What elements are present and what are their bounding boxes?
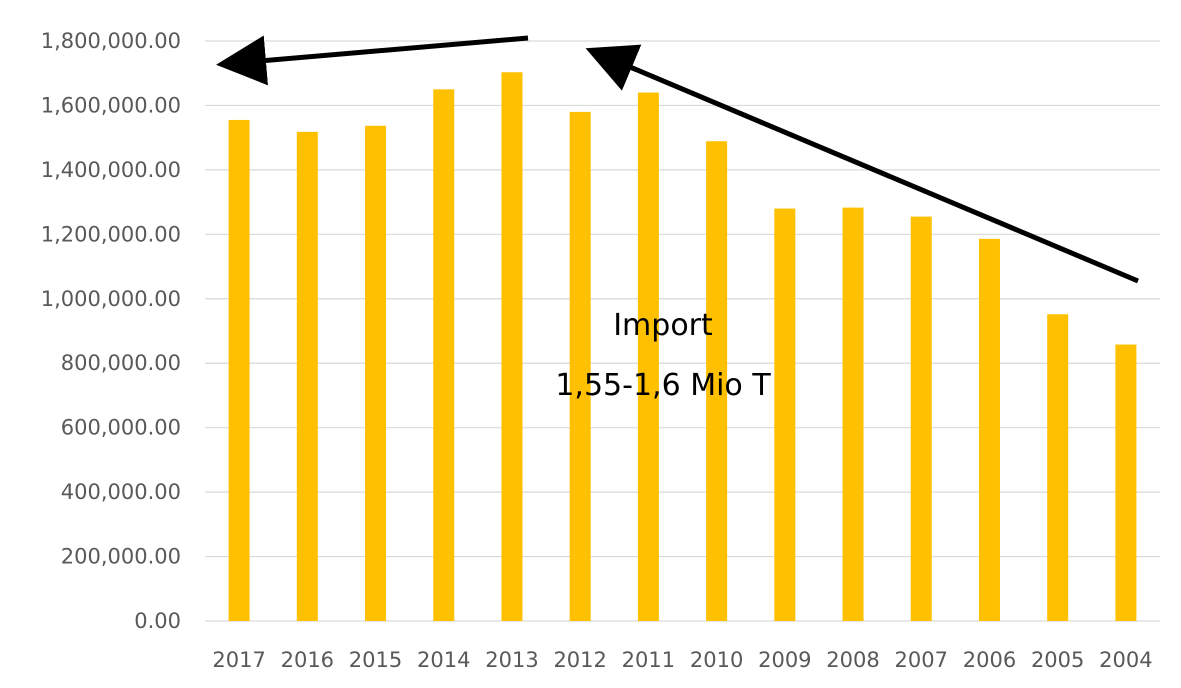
x-tick-label: 2007 — [895, 648, 948, 672]
y-tick-label: 1,800,000.00 — [41, 29, 181, 53]
bar-2016 — [296, 131, 318, 621]
x-tick-label: 2011 — [622, 648, 675, 672]
y-tick-label: 200,000.00 — [61, 545, 181, 569]
x-axis-tick-labels: 2017 2016 2015 2014 2013 2012 2011 2010 2009 2008… — [212, 648, 1152, 672]
x-tick-label: 2010 — [690, 648, 743, 672]
bar-2008 — [842, 207, 864, 622]
bar-2014 — [433, 89, 455, 622]
y-tick-label: 1,400,000.00 — [41, 158, 181, 182]
x-tick-label: 2016 — [281, 648, 334, 672]
bars — [228, 72, 1137, 622]
y-tick-label: 1,600,000.00 — [41, 93, 181, 117]
x-tick-label: 2009 — [758, 648, 811, 672]
bar-2012 — [569, 111, 591, 621]
y-tick-label: 1,200,000.00 — [41, 222, 181, 246]
x-tick-label: 2015 — [349, 648, 402, 672]
x-tick-label: 2012 — [553, 648, 606, 672]
bar-2006 — [978, 238, 1000, 621]
x-tick-label: 2006 — [963, 648, 1016, 672]
x-tick-label: 2014 — [417, 648, 470, 672]
y-tick-label: 400,000.00 — [61, 480, 181, 504]
bar-2010 — [706, 141, 728, 621]
bar-2017 — [228, 119, 250, 621]
bar-2005 — [1047, 314, 1069, 621]
y-tick-label: 0.00 — [134, 609, 181, 633]
gridlines — [205, 40, 1160, 622]
x-tick-label: 2004 — [1099, 648, 1152, 672]
y-tick-label: 1,000,000.00 — [41, 287, 181, 311]
bar-2009 — [774, 208, 796, 622]
x-tick-label: 2005 — [1031, 648, 1084, 672]
x-tick-label: 2013 — [485, 648, 538, 672]
bar-2011 — [637, 92, 659, 622]
bar-2015 — [365, 125, 387, 621]
annotation-line-2: 1,55-1,6 Mio T — [555, 368, 771, 403]
bar-2007 — [910, 216, 932, 621]
bar-2004 — [1115, 344, 1137, 621]
annotation-line-1: Import — [613, 308, 713, 343]
x-tick-label: 2017 — [212, 648, 265, 672]
trend-arrow-right — [585, 44, 1139, 284]
trend-arrow-left — [216, 35, 529, 86]
y-tick-label: 800,000.00 — [61, 351, 181, 375]
y-axis-tick-labels: 0.00 200,000.00 400,000.00 600,000.00 800,00… — [41, 29, 181, 633]
y-tick-label: 600,000.00 — [61, 416, 181, 440]
x-tick-label: 2008 — [826, 648, 879, 672]
bar-2013 — [501, 72, 523, 621]
